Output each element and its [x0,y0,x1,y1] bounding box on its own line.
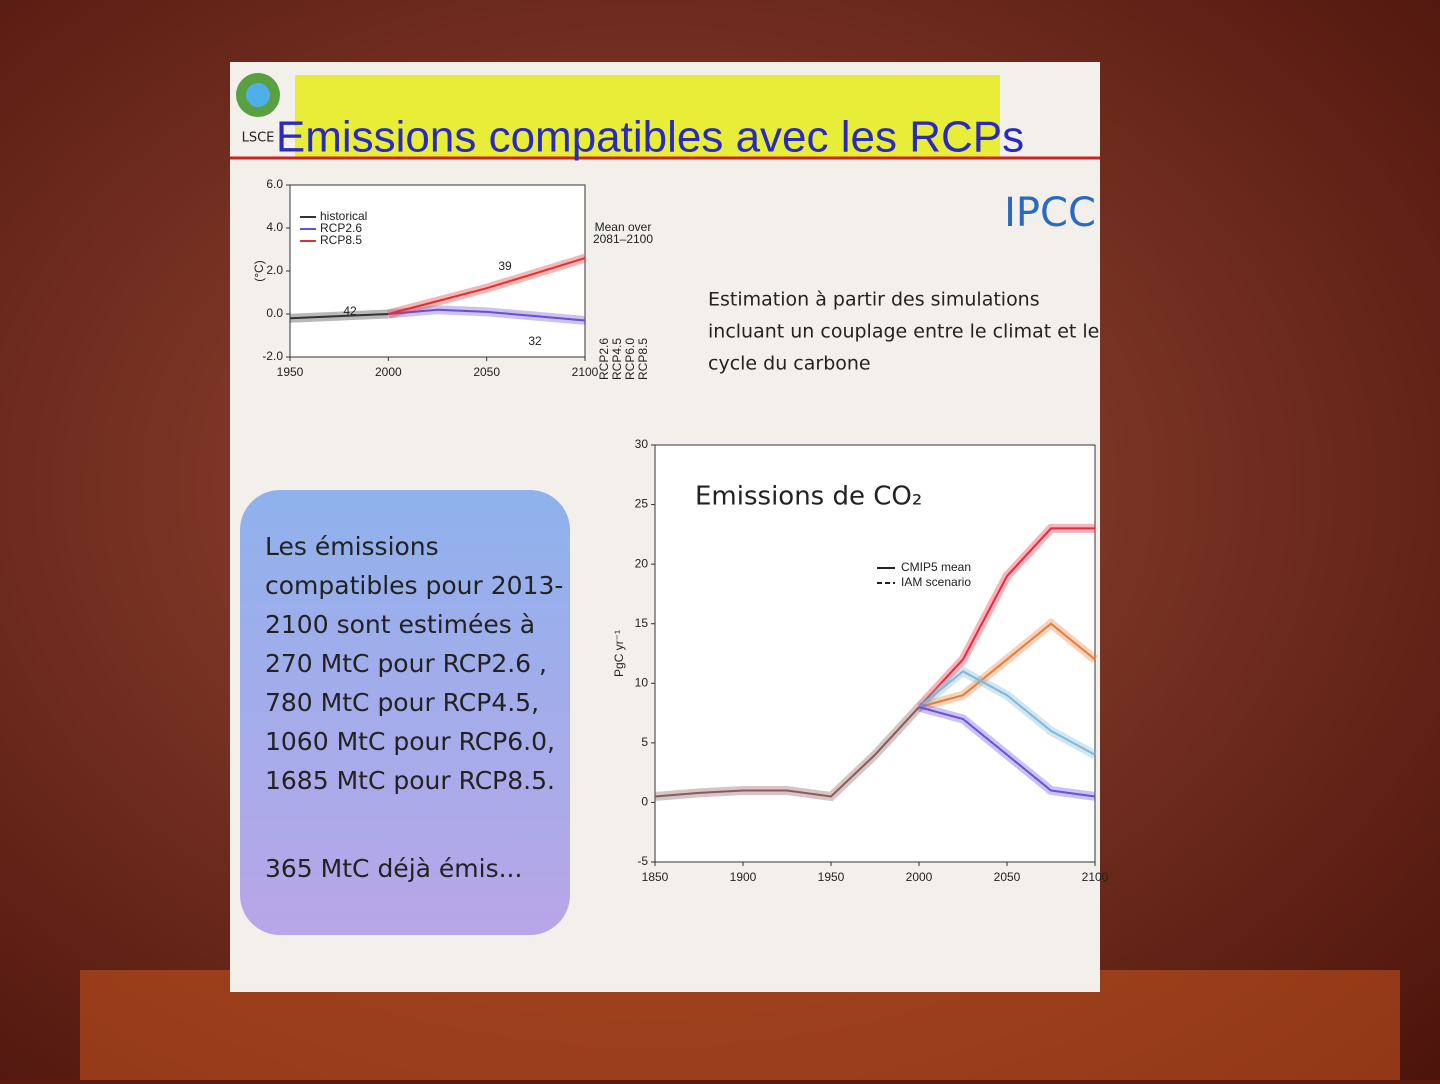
annotation: RCP4.5 [610,338,624,380]
x-tick-label: 2100 [1082,870,1109,884]
y-tick-label: 5 [641,735,648,749]
x-tick-label: 2000 [906,870,933,884]
series-line [388,257,586,315]
x-tick-label: 2000 [375,365,402,379]
annotation: Mean over [595,220,652,234]
annotation: RCP6.0 [623,338,637,380]
y-tick-label: 4.0 [266,220,283,234]
box-line: 270 MtC pour RCP2.6 , [265,649,547,678]
logo-mark [246,83,270,107]
legend-label: RCP2.6 [320,221,362,235]
series-line [918,706,1096,798]
title-banner [295,75,1000,157]
info-box [240,490,570,935]
note-line: Estimation à partir des simulations [708,289,1040,311]
chart-title: Emissions de CO₂ [695,482,922,512]
x-tick-label: 2050 [994,870,1021,884]
box-line: 365 MtC déjà émis... [265,854,522,883]
annotation: 32 [528,334,542,348]
logo-left: LSCE [242,131,275,146]
legend-label: CMIP5 mean [901,560,971,574]
x-tick-label: 1950 [277,365,304,379]
logo-right: IPCC [1004,190,1096,236]
y-tick-label: 20 [635,556,649,570]
y-tick-label: 0 [641,795,648,809]
series-line [918,527,1095,708]
y-tick-label: 2.0 [266,263,283,277]
y-axis-label: PgC yr⁻¹ [612,630,626,677]
y-tick-label: -5 [637,854,648,868]
y-tick-label: 0.0 [266,306,283,320]
y-tick-label: 25 [635,497,649,511]
box-line: compatibles pour 2013- [265,571,563,600]
series-line [654,706,920,798]
series-line [918,670,1096,756]
box-line: 2100 sont estimées à [265,610,535,639]
annotation: 42 [343,304,357,318]
annotation: 2081–2100 [593,232,653,246]
y-tick-label: 15 [635,616,649,630]
series-line [918,622,1096,709]
slide-title: Emissions compatibles avec les RCPs [276,113,1024,162]
x-tick-label: 2100 [572,365,599,379]
x-tick-label: 1900 [730,870,757,884]
plot-area [289,184,586,358]
series-line [289,313,389,320]
box-line: Les émissions [265,532,439,561]
y-tick-label: 6.0 [266,177,283,191]
note-line: cycle du carbone [708,353,871,375]
legend-label: IAM scenario [901,575,971,589]
y-tick-label: 30 [635,437,649,451]
box-line: 1685 MtC pour RCP8.5. [265,766,555,795]
legend-label: RCP8.5 [320,233,362,247]
series-line [388,308,586,322]
annotation: 39 [498,259,512,273]
y-tick-label: -2.0 [262,349,283,363]
annotation: RCP2.6 [597,338,611,380]
x-tick-label: 2050 [473,365,500,379]
y-tick-label: 10 [635,675,649,689]
annotation: RCP8.5 [636,338,650,380]
note-line: incluant un couplage entre le climat et … [708,321,1099,343]
legend-label: historical [320,209,367,223]
plot-area [654,444,1096,863]
box-line: 1060 MtC pour RCP6.0, [265,727,555,756]
x-tick-label: 1850 [642,870,669,884]
x-tick-label: 1950 [818,870,845,884]
box-line: 780 MtC pour RCP4.5, [265,688,539,717]
y-axis-label: (°C) [252,260,266,281]
